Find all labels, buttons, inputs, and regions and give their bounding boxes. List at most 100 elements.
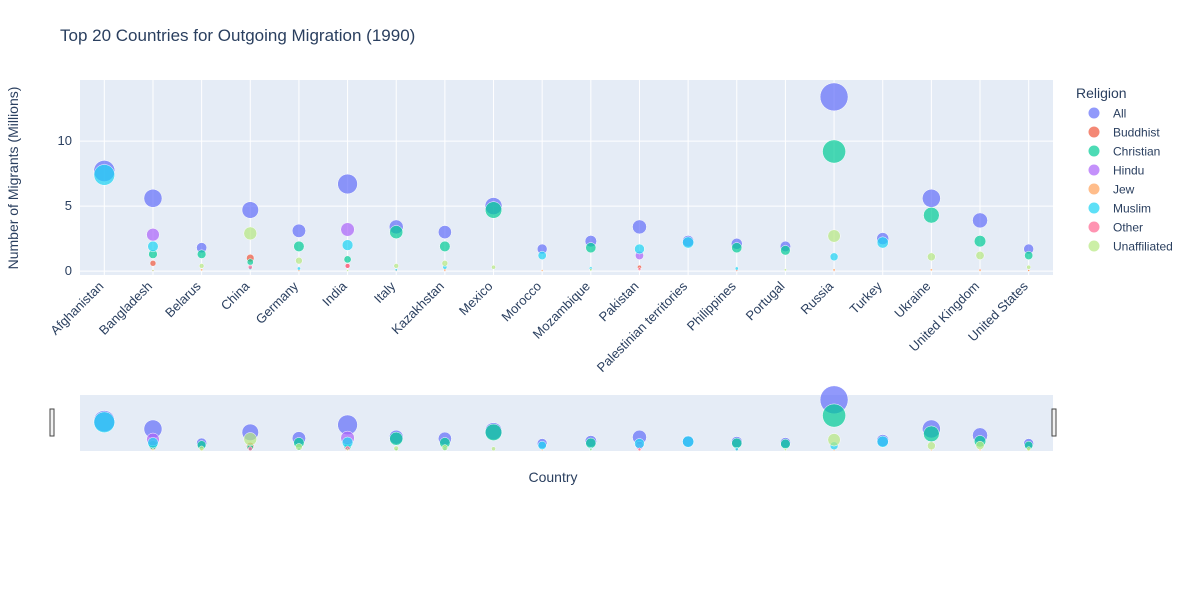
data-point[interactable]	[731, 242, 743, 254]
data-point[interactable]	[634, 243, 645, 255]
legend-item[interactable]: Unaffiliated	[1088, 240, 1173, 254]
data-point[interactable]	[346, 269, 349, 272]
data-point[interactable]	[922, 188, 941, 208]
y-axis-ticks: 0 5 10	[58, 133, 72, 278]
data-point[interactable]	[734, 266, 739, 271]
slider-point	[783, 448, 787, 451]
range-slider-right-handle[interactable]	[1051, 408, 1057, 437]
data-point[interactable]	[200, 268, 204, 272]
data-point[interactable]	[822, 139, 846, 164]
data-point[interactable]	[637, 267, 642, 271]
data-point[interactable]	[540, 269, 544, 272]
legend-marker	[1088, 240, 1100, 252]
data-point[interactable]	[344, 263, 351, 269]
data-point[interactable]	[439, 240, 451, 252]
legend-marker	[1088, 126, 1100, 138]
x-tick-label: Russia	[797, 278, 836, 317]
data-point[interactable]	[241, 201, 259, 219]
data-point[interactable]	[927, 252, 936, 262]
range-slider-left-handle[interactable]	[49, 408, 55, 437]
y-axis-label: Number of Migrants (Millions)	[5, 87, 21, 270]
chart-title: Top 20 Countries for Outgoing Migration …	[60, 26, 415, 45]
data-point[interactable]	[585, 242, 597, 254]
legend-item[interactable]: Hindu	[1088, 164, 1145, 178]
legend-item[interactable]: Christian	[1088, 145, 1161, 159]
slider-point	[731, 437, 743, 449]
x-tick-label: Philippines	[684, 278, 739, 333]
slider-point	[975, 440, 985, 450]
data-point[interactable]	[246, 258, 254, 266]
data-point[interactable]	[923, 207, 940, 224]
slider-point	[147, 437, 159, 449]
data-point[interactable]	[341, 239, 354, 251]
legend-marker	[1088, 221, 1100, 233]
x-tick-label: India	[319, 278, 350, 309]
data-point[interactable]	[632, 219, 647, 235]
data-point[interactable]	[832, 268, 836, 272]
data-point[interactable]	[1024, 251, 1034, 260]
data-point[interactable]	[929, 268, 933, 272]
data-point[interactable]	[1027, 269, 1030, 272]
data-point[interactable]	[147, 240, 159, 252]
data-point[interactable]	[149, 260, 157, 267]
legend-label: All	[1113, 107, 1126, 121]
data-point[interactable]	[337, 173, 358, 195]
range-slider-background	[80, 395, 1053, 451]
legend[interactable]: All Buddhist Christian Hindu Jew Muslim Other U…	[1088, 107, 1173, 254]
legend-label: Muslim	[1113, 202, 1151, 216]
points-layer[interactable]	[93, 82, 1034, 272]
data-point[interactable]	[783, 268, 787, 272]
legend-label: Buddhist	[1113, 126, 1160, 140]
data-point[interactable]	[876, 236, 889, 249]
data-point[interactable]	[296, 266, 301, 271]
legend-item[interactable]: All	[1088, 107, 1127, 121]
legend-item[interactable]: Buddhist	[1088, 126, 1161, 140]
data-point[interactable]	[438, 225, 452, 239]
data-point[interactable]	[537, 251, 547, 260]
data-point[interactable]	[340, 222, 355, 237]
legend-item[interactable]: Muslim	[1088, 202, 1152, 216]
data-point[interactable]	[780, 245, 791, 256]
slider-point	[682, 435, 695, 448]
data-point[interactable]	[291, 223, 306, 238]
data-point[interactable]	[441, 260, 449, 267]
legend-item[interactable]: Jew	[1088, 183, 1135, 197]
legend-item[interactable]: Other	[1088, 221, 1144, 235]
data-point[interactable]	[484, 201, 503, 219]
legend-label: Hindu	[1113, 164, 1144, 178]
data-point[interactable]	[247, 264, 253, 270]
data-point[interactable]	[293, 240, 305, 252]
data-point[interactable]	[819, 82, 849, 112]
data-point[interactable]	[143, 188, 163, 208]
data-point[interactable]	[389, 225, 404, 239]
data-point[interactable]	[827, 229, 841, 243]
data-point[interactable]	[972, 212, 988, 229]
data-point[interactable]	[978, 269, 982, 272]
data-point[interactable]	[682, 236, 695, 249]
data-point[interactable]	[394, 268, 398, 272]
slider-point	[247, 446, 253, 452]
x-tick-label: Bangladesh	[96, 279, 155, 338]
data-point[interactable]	[146, 228, 160, 242]
data-point[interactable]	[93, 164, 115, 186]
data-point[interactable]	[393, 263, 399, 269]
range-slider[interactable]	[49, 385, 1057, 452]
data-point[interactable]	[197, 249, 207, 259]
data-point[interactable]	[295, 257, 303, 265]
data-point[interactable]	[589, 268, 593, 272]
x-tick-label: Italy	[371, 278, 399, 306]
slider-point	[537, 440, 547, 450]
data-point[interactable]	[975, 251, 985, 260]
data-point[interactable]	[343, 255, 352, 264]
data-point[interactable]	[151, 269, 155, 272]
data-point[interactable]	[829, 252, 839, 262]
slider-point	[822, 403, 846, 428]
data-point[interactable]	[491, 264, 496, 270]
data-point[interactable]	[198, 263, 205, 269]
data-point[interactable]	[1026, 264, 1032, 270]
slider-point	[923, 425, 940, 443]
data-point[interactable]	[973, 235, 987, 248]
data-point[interactable]	[243, 226, 258, 241]
